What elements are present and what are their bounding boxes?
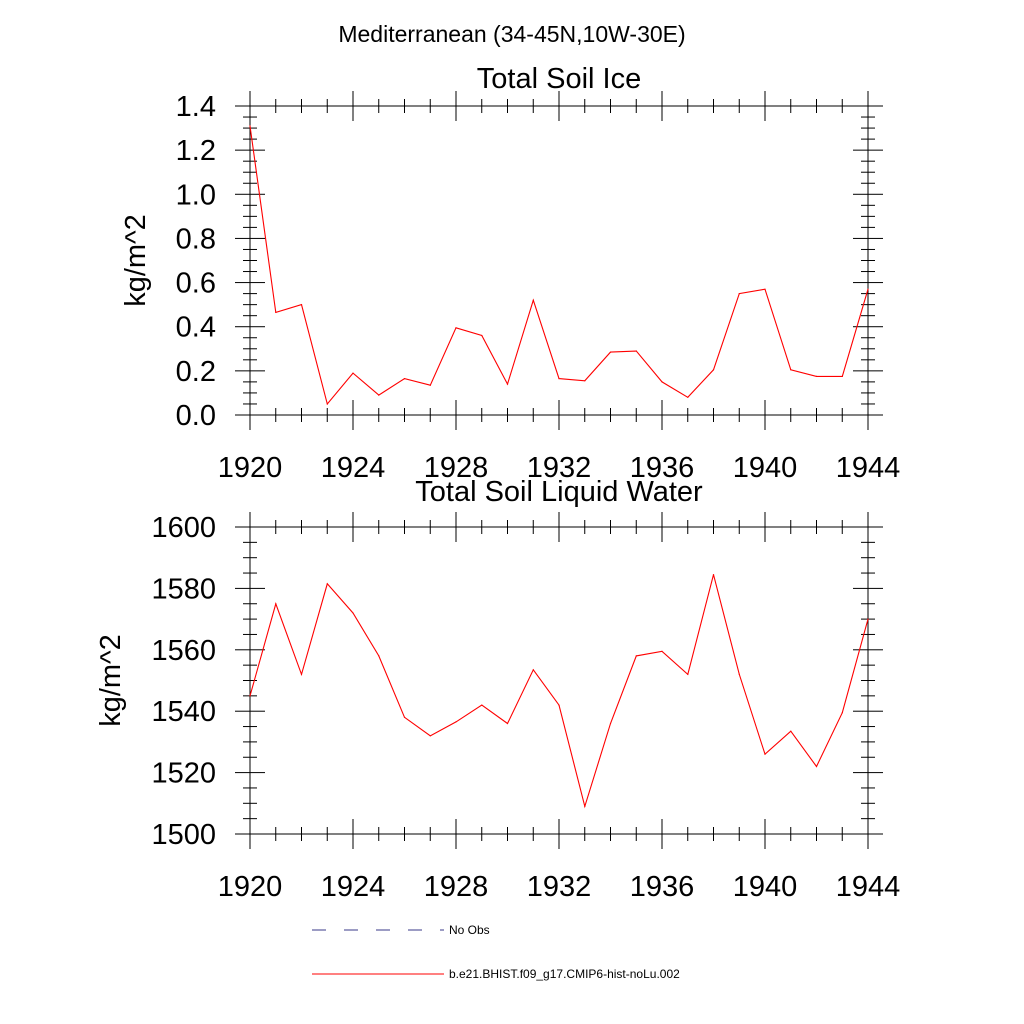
data-point (661, 650, 663, 652)
data-point (403, 378, 406, 380)
data-point (429, 384, 431, 386)
panel-total-soil-liquid-water: Total Soil Liquid Water kg/m^2 1920 1924 192… (95, 476, 900, 903)
series-line (249, 125, 869, 406)
y-tick-label: 1.4 (176, 91, 216, 123)
x-tick-label: 1928 (424, 452, 489, 484)
data-point (712, 369, 715, 371)
y-tick-label: 0.0 (176, 400, 216, 432)
data-point (738, 673, 740, 676)
y-tick-label: 1500 (151, 819, 216, 851)
y-tick-label: 0.8 (176, 223, 216, 255)
x-tick-label: 1936 (630, 452, 695, 484)
data-point (635, 350, 637, 352)
data-point (815, 375, 818, 377)
data-point (661, 381, 663, 383)
data-point (609, 722, 612, 725)
data-point (867, 618, 869, 620)
data-point (764, 288, 766, 290)
data-point (326, 403, 328, 405)
x-tick-label: 1932 (527, 871, 592, 903)
x-tick-label: 1940 (733, 871, 798, 903)
data-point (403, 716, 406, 718)
panel-title: Total Soil Ice (477, 63, 641, 95)
data-point (687, 396, 689, 398)
data-point (352, 612, 354, 614)
data-point (429, 735, 431, 737)
y-axis-label: kg/m^2 (120, 214, 152, 307)
data-point (738, 293, 740, 295)
panel-title: Total Soil Liquid Water (415, 476, 703, 508)
data-point (481, 334, 483, 337)
y-tick-label: 1.2 (176, 135, 216, 167)
legend-label-model: b.e21.BHIST.f09_g17.CMIP6-hist-noLu.002 (449, 967, 680, 981)
data-point (455, 721, 457, 723)
legend: No Obs b.e21.BHIST.f09_g17.CMIP6-hist-no… (312, 923, 680, 981)
x-tick-label: 1944 (836, 452, 901, 484)
plot-frame (249, 526, 869, 835)
x-tick-label: 1924 (321, 452, 386, 484)
data-point (481, 704, 483, 706)
y-tick-label: 1560 (151, 635, 216, 667)
data-point (790, 730, 792, 732)
data-point (867, 288, 869, 290)
x-tick-label: 1924 (321, 871, 386, 903)
data-point (609, 351, 612, 353)
data-point (558, 704, 560, 706)
data-point (352, 372, 354, 374)
data-point (687, 673, 689, 676)
y-tick-label: 0.2 (176, 356, 216, 388)
panel-total-soil-ice: Total Soil Ice kg/m^2 1920 1924 1928 1932 1936… (120, 63, 900, 484)
x-tick-label: 1920 (218, 452, 283, 484)
data-point (532, 299, 534, 301)
y-tick-label: 0.6 (176, 268, 216, 300)
data-point (558, 378, 560, 380)
data-point (300, 304, 303, 306)
x-tick-label: 1928 (424, 871, 489, 903)
y-tick-label: 1520 (151, 758, 216, 790)
plot-frame (249, 105, 869, 416)
data-point (764, 753, 766, 755)
data-point (841, 712, 843, 714)
series-line (249, 574, 869, 809)
data-point (815, 765, 818, 768)
legend-label-no-obs: No Obs (449, 923, 490, 937)
data-point (841, 375, 843, 377)
data-point (584, 380, 586, 382)
x-tick-label: 1920 (218, 871, 283, 903)
figure-suptitle: Mediterranean (34-45N,10W-30E) (338, 21, 685, 47)
data-point (712, 574, 715, 576)
y-tick-label: 1580 (151, 573, 216, 605)
data-point (249, 695, 251, 697)
y-axis-label: kg/m^2 (95, 634, 127, 727)
data-point (506, 383, 509, 385)
y-tick-label: 1.0 (176, 179, 216, 211)
y-tick-label: 0.4 (176, 312, 216, 344)
data-point (275, 603, 277, 605)
data-point (275, 311, 277, 313)
x-tick-label: 1932 (527, 452, 592, 484)
data-point (532, 669, 534, 671)
data-point (455, 327, 457, 329)
x-tick-label: 1936 (630, 871, 695, 903)
data-point (790, 369, 792, 371)
data-point (506, 722, 509, 725)
x-tick-label: 1944 (836, 871, 901, 903)
data-point (378, 394, 380, 396)
y-tick-label: 1540 (151, 696, 216, 728)
y-tick-label: 1600 (151, 512, 216, 544)
x-tick-label: 1940 (733, 452, 798, 484)
data-point (584, 805, 586, 808)
data-point (300, 673, 303, 676)
data-point (635, 655, 637, 657)
data-point (378, 655, 380, 657)
data-point (326, 583, 328, 585)
data-point (249, 125, 251, 127)
